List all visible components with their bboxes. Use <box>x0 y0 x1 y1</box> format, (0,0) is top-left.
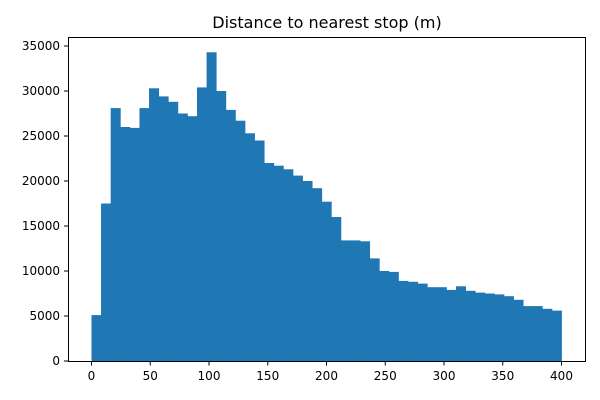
histogram-bar <box>494 294 505 361</box>
histogram-bar <box>388 271 399 361</box>
bars-group <box>91 52 562 362</box>
y-tick-label: 0 <box>52 354 60 368</box>
histogram-bar <box>369 258 380 361</box>
chart-title: Distance to nearest stop (m) <box>212 13 441 32</box>
histogram-bar <box>244 133 255 361</box>
histogram-bar <box>101 203 112 361</box>
histogram-bar <box>465 290 476 361</box>
histogram-bar <box>408 281 419 361</box>
histogram-bar <box>542 308 553 361</box>
histogram-bar <box>551 310 562 361</box>
x-axis: 0 50 100 150 200 250 300 350 400 <box>88 361 573 383</box>
x-tick-label: 100 <box>198 369 221 383</box>
histogram-bar <box>149 88 160 362</box>
y-tick-label: 35000 <box>22 39 60 53</box>
histogram-bar <box>417 283 428 361</box>
histogram-bar <box>235 120 246 361</box>
histogram-bar <box>139 108 150 361</box>
y-tick-label: 10000 <box>22 264 60 278</box>
histogram-bar <box>177 113 188 361</box>
y-tick-label: 25000 <box>22 129 60 143</box>
histogram-bar <box>446 289 457 361</box>
histogram-bar <box>225 109 236 362</box>
y-tick-label: 30000 <box>22 84 60 98</box>
histogram-bar <box>350 240 361 361</box>
histogram-bar <box>129 127 140 362</box>
y-axis: 0 5000 10000 15000 20000 25000 30000 35000 <box>22 39 69 368</box>
x-tick-label: 0 <box>88 369 96 383</box>
histogram-bar <box>206 52 217 362</box>
histogram-bar <box>360 241 371 361</box>
x-tick-label: 400 <box>550 369 573 383</box>
histogram-bar <box>523 306 534 361</box>
histogram-bar <box>455 286 466 361</box>
histogram-bar <box>158 96 169 362</box>
y-tick-label: 15000 <box>22 219 60 233</box>
x-tick-label: 150 <box>256 369 279 383</box>
x-tick-label: 250 <box>374 369 397 383</box>
histogram-bar <box>91 315 102 361</box>
histogram-bar <box>312 188 323 361</box>
histogram-bar <box>216 91 227 361</box>
x-tick-label: 200 <box>315 369 338 383</box>
histogram-bar <box>475 292 486 361</box>
y-tick-label: 5000 <box>29 309 60 323</box>
histogram-bar <box>340 240 351 361</box>
histogram-bar <box>168 101 179 362</box>
histogram-bar <box>427 287 438 361</box>
histogram-bar <box>302 181 313 361</box>
histogram-bar <box>321 201 332 361</box>
histogram-bar <box>273 165 284 361</box>
histogram-bar <box>292 175 303 361</box>
x-tick-label: 350 <box>491 369 514 383</box>
histogram-bar <box>436 287 447 361</box>
histogram-bar <box>484 293 495 361</box>
x-tick-label: 300 <box>433 369 456 383</box>
histogram-bar <box>513 299 524 361</box>
x-tick-label: 50 <box>143 369 158 383</box>
histogram-bar <box>197 87 208 362</box>
histogram-bar <box>187 116 198 361</box>
y-tick-label: 20000 <box>22 174 60 188</box>
histogram-bar <box>283 169 294 361</box>
histogram-bar <box>110 108 121 361</box>
histogram-bar <box>120 127 131 361</box>
histogram-bar <box>379 271 390 361</box>
histogram-bar <box>264 163 275 361</box>
histogram-bar <box>532 306 543 361</box>
histogram-bar <box>254 140 265 361</box>
histogram-bar <box>331 217 342 361</box>
histogram-bar <box>398 280 409 361</box>
histogram-bar <box>503 296 514 361</box>
plot-frame <box>68 37 586 362</box>
